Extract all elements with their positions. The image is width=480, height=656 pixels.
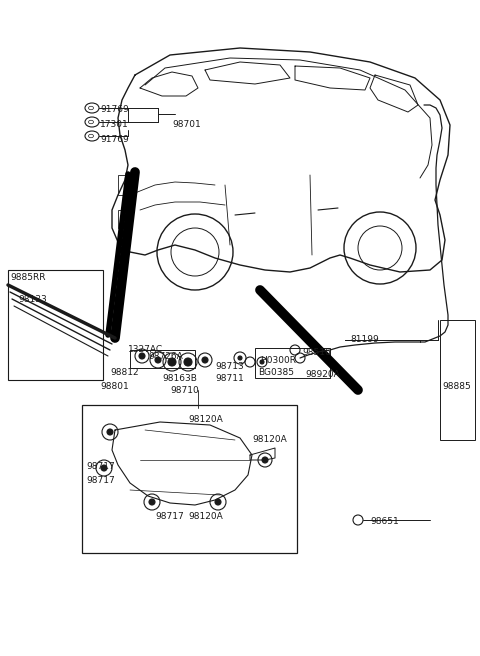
Circle shape [107,429,113,435]
Bar [255,348,330,378]
Text: 91769: 91769 [100,135,129,144]
Bar [82,405,297,553]
Text: 98651: 98651 [370,517,399,526]
Text: 98801: 98801 [100,382,129,391]
Text: 98885: 98885 [442,382,471,391]
Text: 98120A: 98120A [188,415,223,424]
Circle shape [260,360,264,364]
Bar [130,350,195,368]
Text: 98710: 98710 [170,386,199,395]
Text: 98713: 98713 [215,362,244,371]
Circle shape [155,357,161,363]
Text: 98120A: 98120A [252,435,287,444]
Circle shape [101,465,107,471]
Text: 98120A: 98120A [188,512,223,521]
Circle shape [202,357,208,363]
Circle shape [139,353,145,359]
Text: 17301: 17301 [100,120,129,129]
Circle shape [168,358,176,366]
Text: 98133: 98133 [18,295,47,304]
Circle shape [184,358,192,366]
Text: 98726A: 98726A [148,352,183,361]
Text: 98920A: 98920A [305,370,340,379]
Text: 9885RR: 9885RR [10,273,46,282]
Text: 98711: 98711 [215,374,244,383]
Text: 91769: 91769 [100,105,129,114]
Circle shape [262,457,268,463]
Text: 98163B: 98163B [162,374,197,383]
Text: 98701: 98701 [172,120,201,129]
Bar [440,320,475,440]
Bar [118,175,130,195]
Text: 1327AC: 1327AC [128,345,163,354]
Text: 98717: 98717 [86,462,115,471]
Text: 98717: 98717 [86,476,115,485]
Text: 98516: 98516 [302,348,331,357]
Text: H0300R: H0300R [260,356,296,365]
Text: BG0385: BG0385 [258,368,294,377]
Text: 98717: 98717 [155,512,184,521]
Text: 81199: 81199 [350,335,379,344]
Circle shape [215,499,221,505]
Text: 98812: 98812 [110,368,139,377]
Bar [118,210,130,228]
Circle shape [238,356,242,360]
Bar [8,270,103,380]
Circle shape [149,499,155,505]
